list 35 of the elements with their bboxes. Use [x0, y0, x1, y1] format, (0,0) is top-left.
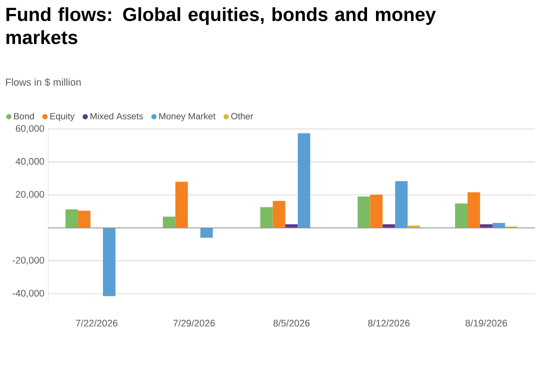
legend-label: Mixed Assets: [90, 112, 144, 120]
bar: [468, 192, 480, 228]
bar: [492, 222, 506, 228]
legend-label: Other: [231, 112, 254, 120]
bar: [200, 228, 213, 238]
bar: [65, 209, 78, 228]
x-tick-label: 7/29/2026: [173, 320, 215, 327]
y-tick-label: 40,000: [16, 158, 44, 166]
x-tick-label: 7/22/2026: [76, 320, 118, 327]
bar: [455, 203, 468, 228]
y-tick-label: -40,000: [12, 290, 44, 298]
bar: [370, 194, 383, 228]
bar: [272, 200, 286, 228]
bar: [358, 196, 370, 228]
legend-label: Bond: [14, 112, 34, 120]
legend-label: Equity: [50, 112, 75, 122]
bar: [78, 210, 90, 228]
x-tick-label: 8/19/2026: [466, 320, 508, 327]
chart-subtitle: Flows in $ million: [6, 78, 81, 86]
bar: [162, 216, 176, 228]
bar: [260, 207, 273, 228]
bar: [298, 133, 310, 228]
y-tick-label: -20,000: [12, 256, 44, 265]
bar: [395, 181, 408, 228]
bar: [285, 224, 298, 228]
bar: [102, 228, 116, 296]
x-tick-label: 8/5/2026: [273, 320, 310, 327]
chart-title: Fund flows: Global equities, bonds and money markets: [6, 7, 436, 44]
legend-label: Money Market: [159, 112, 216, 122]
y-tick-label: 20,000: [16, 190, 44, 199]
bar: [480, 224, 493, 228]
bar: [382, 224, 396, 228]
bar: [175, 182, 188, 228]
y-tick-label: 60,000: [16, 125, 44, 133]
x-tick-label: 8/12/2026: [368, 320, 410, 327]
